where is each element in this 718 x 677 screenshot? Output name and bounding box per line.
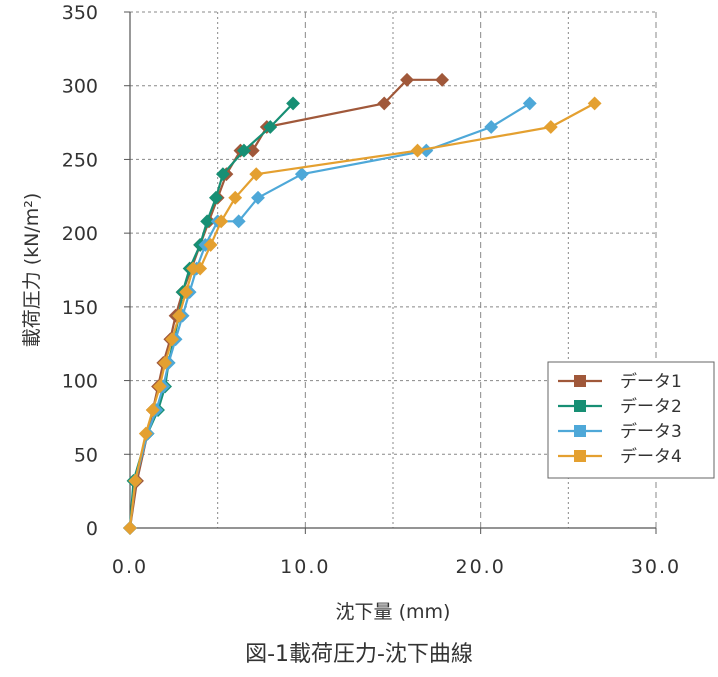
series-1 <box>123 72 450 535</box>
series-group <box>123 72 602 535</box>
series-line <box>128 102 596 529</box>
data-point <box>251 190 265 205</box>
data-point <box>377 96 392 111</box>
y-tick-label: 350 <box>62 2 98 24</box>
y-tick-label: 0 <box>86 518 98 540</box>
data-point <box>203 238 218 252</box>
data-point <box>214 214 229 229</box>
series-4 <box>123 96 602 535</box>
legend-marker <box>574 450 586 462</box>
data-point <box>294 167 309 182</box>
legend-label: データ2 <box>620 396 682 417</box>
y-tick-label: 300 <box>62 76 98 98</box>
data-point <box>237 143 251 158</box>
legend-marker <box>574 375 586 387</box>
x-tick-label: 0.0 <box>112 556 148 578</box>
data-point <box>152 379 167 394</box>
y-tick-label: 200 <box>62 223 98 245</box>
data-point <box>263 120 278 134</box>
y-axis-label: 載荷圧力 (kN/m²) <box>21 193 43 348</box>
legend: データ1 データ2 データ3 データ4 <box>547 361 715 479</box>
data-point <box>123 521 137 535</box>
series-line <box>128 102 531 529</box>
legend-marker <box>574 400 586 412</box>
data-point <box>231 214 246 229</box>
legend-label: データ1 <box>620 371 682 392</box>
data-point <box>216 167 230 182</box>
data-point <box>158 355 172 370</box>
data-point <box>249 167 264 182</box>
data-point <box>200 214 215 229</box>
data-point <box>145 403 160 417</box>
legend-label: データ4 <box>620 446 682 467</box>
x-tick-label: 10.0 <box>280 556 330 578</box>
legend-marker <box>574 425 586 437</box>
series-line <box>128 78 443 529</box>
data-point <box>179 285 194 300</box>
y-tick-label: 50 <box>74 444 98 466</box>
axes <box>124 11 657 534</box>
figure-caption: 図-1載荷圧力-沈下曲線 <box>245 642 473 667</box>
data-point <box>410 143 425 158</box>
data-point <box>286 96 300 111</box>
series-2 <box>123 96 300 535</box>
data-point <box>228 190 243 205</box>
x-tick-label: 20.0 <box>456 556 506 578</box>
data-point <box>165 332 180 347</box>
y-tick-label: 250 <box>62 149 98 171</box>
data-point <box>543 120 558 134</box>
data-point <box>208 190 223 205</box>
tick-labels: 0 50 100 150 200 250 300 350 0.0 10.0 20.0 30.0 <box>62 2 681 578</box>
data-point <box>587 96 602 111</box>
y-tick-label: 150 <box>62 297 98 319</box>
data-point <box>484 120 499 134</box>
data-point <box>522 96 537 111</box>
data-point <box>138 426 153 441</box>
y-tick-label: 100 <box>62 371 98 393</box>
legend-label: データ3 <box>620 421 682 442</box>
data-point <box>435 72 450 87</box>
x-axis-label: 沈下量 (mm) <box>336 601 451 623</box>
data-point <box>400 72 414 87</box>
series-line <box>128 102 294 529</box>
data-point <box>128 473 143 488</box>
data-point <box>172 308 187 323</box>
data-point <box>193 261 208 276</box>
x-tick-label: 30.0 <box>631 556 681 578</box>
